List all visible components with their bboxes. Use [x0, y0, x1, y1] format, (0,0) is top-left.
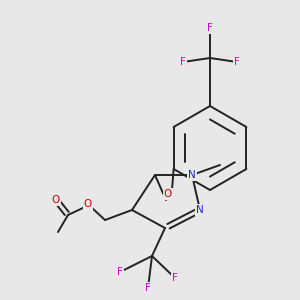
Text: O: O [84, 199, 92, 209]
Text: F: F [117, 267, 123, 277]
Text: O: O [52, 195, 60, 205]
Text: F: F [180, 57, 186, 67]
Text: F: F [207, 23, 213, 33]
Text: F: F [172, 273, 178, 283]
Text: F: F [234, 57, 240, 67]
Text: O: O [164, 189, 172, 199]
Text: F: F [145, 283, 151, 293]
Text: N: N [196, 205, 204, 215]
Text: N: N [188, 170, 196, 180]
